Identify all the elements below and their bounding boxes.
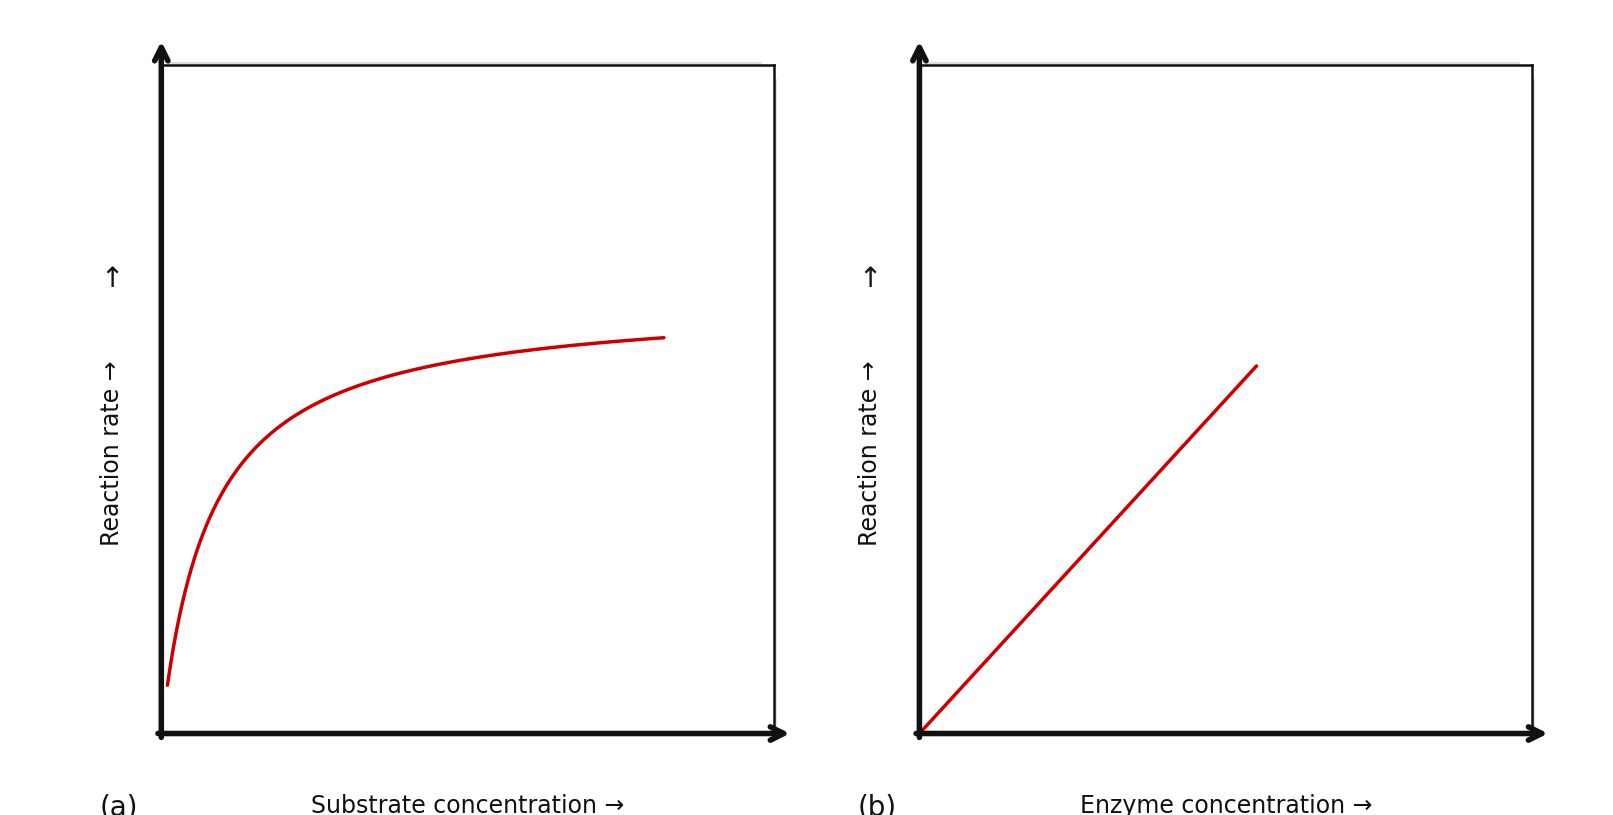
Text: (a): (a) (100, 794, 139, 815)
FancyBboxPatch shape (168, 62, 761, 86)
FancyBboxPatch shape (756, 78, 777, 727)
FancyBboxPatch shape (161, 65, 774, 734)
FancyBboxPatch shape (919, 65, 1532, 734)
Text: (b): (b) (858, 794, 897, 815)
Text: ↑: ↑ (858, 265, 882, 293)
Text: ↑: ↑ (100, 265, 124, 293)
Text: Substrate concentration →: Substrate concentration → (311, 794, 624, 815)
Text: Reaction rate →: Reaction rate → (100, 360, 124, 545)
FancyBboxPatch shape (1515, 78, 1536, 727)
Text: Enzyme concentration →: Enzyme concentration → (1079, 794, 1373, 815)
FancyBboxPatch shape (926, 62, 1519, 86)
Text: Reaction rate →: Reaction rate → (858, 360, 882, 545)
